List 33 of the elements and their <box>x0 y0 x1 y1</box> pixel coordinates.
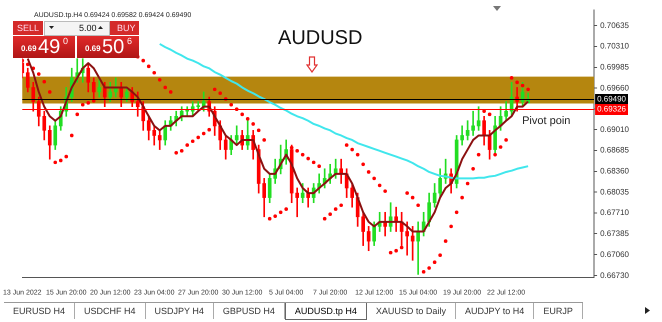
annotation: 0.69 <box>85 44 101 53</box>
text: EURUSD H4 <box>4 303 76 319</box>
y-tick-label: 0.69010 <box>600 124 630 134</box>
annotation: 0.69 <box>21 44 37 53</box>
ref-line-label: 0.69326 <box>597 104 627 114</box>
text: GBPUSD H4 <box>214 303 285 319</box>
annotation: Pivot poin <box>522 115 570 128</box>
y-tick-label: 0.67060 <box>600 250 630 259</box>
y-tick-label: 0.67710 <box>600 208 630 218</box>
text: AUDJPY to H4 <box>456 303 534 319</box>
text: AUDUSD.tp H4 <box>284 303 367 320</box>
y-tick-label: 0.70635 <box>600 20 630 30</box>
text: USDJPY H4 <box>146 303 214 319</box>
text: USDCHF H4 <box>75 303 146 319</box>
y-tick-label: 0.66730 <box>600 270 630 280</box>
ref-line-label: 0.69490 <box>597 94 627 104</box>
y-tick-label: 0.69985 <box>600 62 630 72</box>
annotation: 49 <box>38 36 60 58</box>
annotation: 6 <box>127 36 132 46</box>
text: XAUUSD to Daily <box>366 303 456 319</box>
y-tick-label: 0.68685 <box>600 146 630 155</box>
annotation: 0 <box>63 36 68 46</box>
annotation: 50 <box>102 36 124 58</box>
annotation: BUY <box>117 23 136 33</box>
y-tick-label: 0.68035 <box>600 187 630 196</box>
text: EURJP <box>534 303 583 319</box>
y-tick-label: 0.68360 <box>600 166 630 176</box>
y-tick-label: 0.70310 <box>600 42 630 51</box>
text: AUDUSD <box>278 27 362 49</box>
y-tick-label: 0.69660 <box>600 83 630 92</box>
y-tick-label: 0.67385 <box>600 228 630 238</box>
annotation: SELL <box>17 23 40 33</box>
annotation: 5.00 <box>79 23 97 33</box>
